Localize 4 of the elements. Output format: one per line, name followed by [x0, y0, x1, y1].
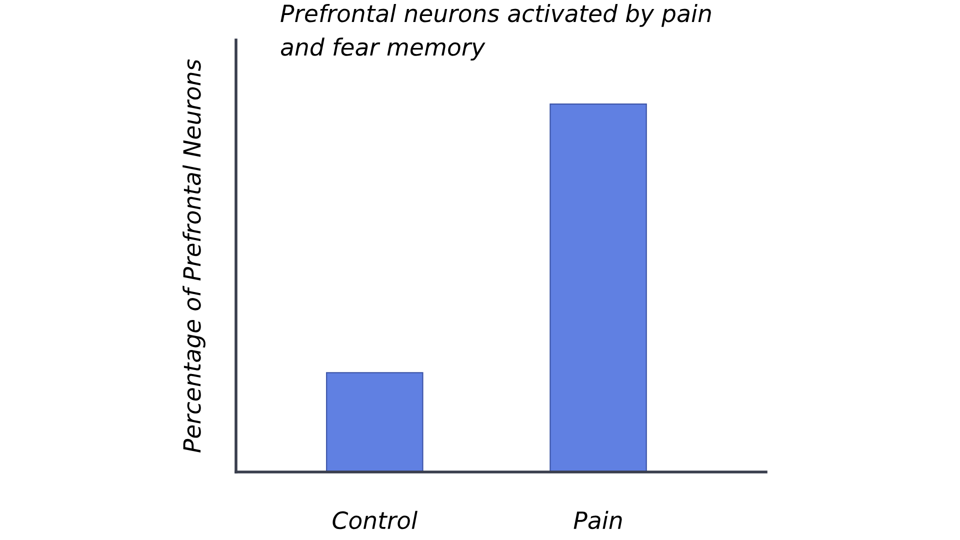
y-axis-title: Percentage of Prefrontal Neurons: [182, 59, 206, 452]
x-tick-label: Pain: [574, 510, 622, 530]
chart-title: Prefrontal neurons activated by pain and fear memory: [280, 4, 711, 60]
x-tick-label: Control: [332, 510, 418, 530]
